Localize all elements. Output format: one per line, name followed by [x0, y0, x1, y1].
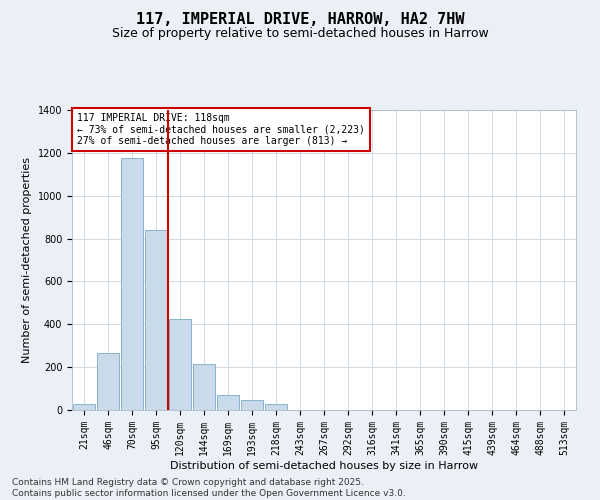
Bar [241, 400, 263, 410]
Bar [73, 404, 95, 410]
Bar [169, 319, 191, 410]
Bar [121, 158, 143, 410]
X-axis label: Distribution of semi-detached houses by size in Harrow: Distribution of semi-detached houses by … [170, 460, 478, 470]
Y-axis label: Number of semi-detached properties: Number of semi-detached properties [22, 157, 32, 363]
Bar [265, 404, 287, 410]
Bar [193, 364, 215, 410]
Bar [97, 353, 119, 410]
Text: Contains HM Land Registry data © Crown copyright and database right 2025.
Contai: Contains HM Land Registry data © Crown c… [12, 478, 406, 498]
Text: 117, IMPERIAL DRIVE, HARROW, HA2 7HW: 117, IMPERIAL DRIVE, HARROW, HA2 7HW [136, 12, 464, 28]
Text: Size of property relative to semi-detached houses in Harrow: Size of property relative to semi-detach… [112, 28, 488, 40]
Text: 117 IMPERIAL DRIVE: 118sqm
← 73% of semi-detached houses are smaller (2,223)
27%: 117 IMPERIAL DRIVE: 118sqm ← 73% of semi… [77, 113, 365, 146]
Bar [145, 230, 167, 410]
Bar [217, 395, 239, 410]
